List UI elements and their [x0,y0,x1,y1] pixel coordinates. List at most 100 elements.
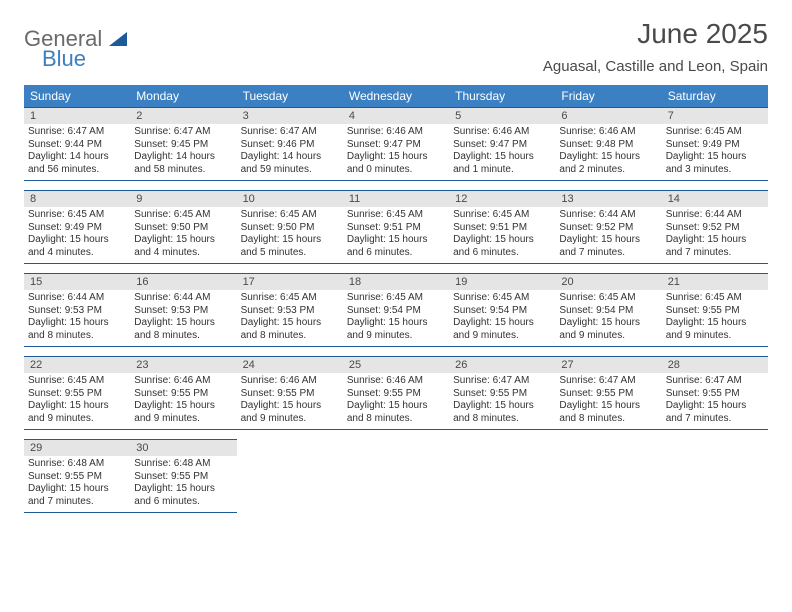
day-details: Sunrise: 6:47 AMSunset: 9:55 PMDaylight:… [449,373,555,429]
header: General Blue June 2025 Aguasal, Castille… [24,18,768,81]
daylight-line-1: Daylight: 15 hours [134,483,232,496]
daylight-line-2: and 8 minutes. [347,413,445,426]
day-number: 21 [662,274,768,290]
day-details: Sunrise: 6:47 AMSunset: 9:55 PMDaylight:… [662,373,768,429]
calendar-day-cell: 8Sunrise: 6:45 AMSunset: 9:49 PMDaylight… [24,191,130,264]
sunrise-line: Sunrise: 6:46 AM [241,375,339,388]
day-details: Sunrise: 6:47 AMSunset: 9:55 PMDaylight:… [555,373,661,429]
sunset-line: Sunset: 9:55 PM [559,388,657,401]
day-details: Sunrise: 6:45 AMSunset: 9:55 PMDaylight:… [662,290,768,346]
day-number: 29 [24,440,130,456]
day-details: Sunrise: 6:47 AMSunset: 9:44 PMDaylight:… [24,124,130,180]
day-details: Sunrise: 6:45 AMSunset: 9:49 PMDaylight:… [662,124,768,180]
sunset-line: Sunset: 9:53 PM [241,305,339,318]
sunrise-line: Sunrise: 6:44 AM [666,209,764,222]
calendar-week-row: 8Sunrise: 6:45 AMSunset: 9:49 PMDaylight… [24,191,768,264]
sunset-line: Sunset: 9:55 PM [666,388,764,401]
weekday-header: Monday [130,85,236,108]
daylight-line-1: Daylight: 14 hours [28,151,126,164]
day-number: 13 [555,191,661,207]
daylight-line-1: Daylight: 15 hours [559,234,657,247]
sunset-line: Sunset: 9:53 PM [28,305,126,318]
daylight-line-1: Daylight: 15 hours [134,400,232,413]
calendar-day-cell: 4Sunrise: 6:46 AMSunset: 9:47 PMDaylight… [343,108,449,181]
daylight-line-1: Daylight: 15 hours [241,400,339,413]
day-details: Sunrise: 6:46 AMSunset: 9:47 PMDaylight:… [449,124,555,180]
sunrise-line: Sunrise: 6:46 AM [347,126,445,139]
day-details: Sunrise: 6:46 AMSunset: 9:47 PMDaylight:… [343,124,449,180]
day-number: 6 [555,108,661,124]
daylight-line-1: Daylight: 15 hours [453,317,551,330]
daylight-line-2: and 9 minutes. [241,413,339,426]
sunrise-line: Sunrise: 6:45 AM [453,292,551,305]
sunset-line: Sunset: 9:55 PM [347,388,445,401]
day-number: 18 [343,274,449,290]
day-number: 26 [449,357,555,373]
calendar-day-cell: 20Sunrise: 6:45 AMSunset: 9:54 PMDayligh… [555,274,661,347]
daylight-line-2: and 4 minutes. [134,247,232,260]
sunrise-line: Sunrise: 6:47 AM [28,126,126,139]
sunrise-line: Sunrise: 6:45 AM [347,292,445,305]
weekday-header: Wednesday [343,85,449,108]
location-text: Aguasal, Castille and Leon, Spain [543,58,768,75]
day-number: 30 [130,440,236,456]
daylight-line-1: Daylight: 15 hours [28,400,126,413]
day-details: Sunrise: 6:45 AMSunset: 9:54 PMDaylight:… [449,290,555,346]
daylight-line-2: and 56 minutes. [28,164,126,177]
day-number: 22 [24,357,130,373]
calendar-week-row: 29Sunrise: 6:48 AMSunset: 9:55 PMDayligh… [24,440,768,513]
daylight-line-1: Daylight: 15 hours [559,400,657,413]
day-number: 28 [662,357,768,373]
daylight-line-2: and 2 minutes. [559,164,657,177]
day-details: Sunrise: 6:46 AMSunset: 9:48 PMDaylight:… [555,124,661,180]
page-title: June 2025 [543,18,768,50]
calendar-day-cell: 21Sunrise: 6:45 AMSunset: 9:55 PMDayligh… [662,274,768,347]
sunrise-line: Sunrise: 6:45 AM [453,209,551,222]
week-spacer [24,347,768,357]
sunset-line: Sunset: 9:55 PM [134,471,232,484]
calendar-week-row: 22Sunrise: 6:45 AMSunset: 9:55 PMDayligh… [24,357,768,430]
daylight-line-2: and 7 minutes. [666,247,764,260]
sunset-line: Sunset: 9:55 PM [666,305,764,318]
daylight-line-2: and 9 minutes. [453,330,551,343]
calendar-week-row: 15Sunrise: 6:44 AMSunset: 9:53 PMDayligh… [24,274,768,347]
sunrise-line: Sunrise: 6:45 AM [559,292,657,305]
daylight-line-2: and 9 minutes. [559,330,657,343]
sunrise-line: Sunrise: 6:47 AM [666,375,764,388]
day-details: Sunrise: 6:48 AMSunset: 9:55 PMDaylight:… [24,456,130,512]
day-number: 16 [130,274,236,290]
day-details: Sunrise: 6:44 AMSunset: 9:53 PMDaylight:… [130,290,236,346]
daylight-line-1: Daylight: 15 hours [241,234,339,247]
daylight-line-1: Daylight: 15 hours [666,151,764,164]
daylight-line-1: Daylight: 15 hours [28,317,126,330]
day-details: Sunrise: 6:45 AMSunset: 9:50 PMDaylight:… [130,207,236,263]
sunset-line: Sunset: 9:46 PM [241,139,339,152]
calendar-day-cell: 25Sunrise: 6:46 AMSunset: 9:55 PMDayligh… [343,357,449,430]
sunrise-line: Sunrise: 6:45 AM [241,209,339,222]
sunrise-line: Sunrise: 6:46 AM [453,126,551,139]
daylight-line-1: Daylight: 15 hours [347,234,445,247]
sunset-line: Sunset: 9:50 PM [241,222,339,235]
calendar-day-cell [555,440,661,513]
sunrise-line: Sunrise: 6:45 AM [347,209,445,222]
day-number: 11 [343,191,449,207]
day-details: Sunrise: 6:47 AMSunset: 9:46 PMDaylight:… [237,124,343,180]
daylight-line-2: and 9 minutes. [666,330,764,343]
sunrise-line: Sunrise: 6:46 AM [559,126,657,139]
calendar-day-cell: 15Sunrise: 6:44 AMSunset: 9:53 PMDayligh… [24,274,130,347]
calendar-day-cell [662,440,768,513]
sunset-line: Sunset: 9:55 PM [453,388,551,401]
day-details: Sunrise: 6:48 AMSunset: 9:55 PMDaylight:… [130,456,236,512]
day-details: Sunrise: 6:45 AMSunset: 9:51 PMDaylight:… [343,207,449,263]
daylight-line-2: and 8 minutes. [453,413,551,426]
daylight-line-2: and 8 minutes. [241,330,339,343]
sunset-line: Sunset: 9:53 PM [134,305,232,318]
day-details: Sunrise: 6:45 AMSunset: 9:51 PMDaylight:… [449,207,555,263]
sunrise-line: Sunrise: 6:44 AM [28,292,126,305]
sunrise-line: Sunrise: 6:46 AM [134,375,232,388]
calendar-day-cell: 17Sunrise: 6:45 AMSunset: 9:53 PMDayligh… [237,274,343,347]
sunrise-line: Sunrise: 6:45 AM [134,209,232,222]
day-details: Sunrise: 6:45 AMSunset: 9:55 PMDaylight:… [24,373,130,429]
daylight-line-1: Daylight: 15 hours [453,151,551,164]
sunrise-line: Sunrise: 6:44 AM [559,209,657,222]
